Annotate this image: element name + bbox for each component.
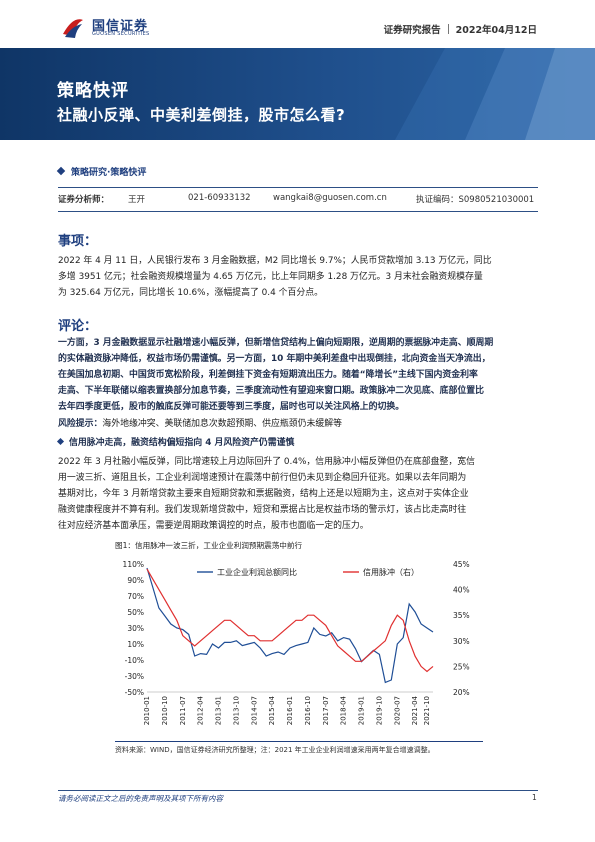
divider xyxy=(58,211,538,212)
x-tick-label: 2016-01 xyxy=(286,696,294,725)
y-right-tick-label: 30% xyxy=(453,637,470,646)
banner-decoration xyxy=(395,48,595,140)
y-left-tick-label: -30% xyxy=(125,672,144,681)
comment-body: 2022 年 3 月社融小幅反弹，同比增速较上月边际回升了 0.4%，信用脉冲小… xyxy=(58,454,540,534)
x-tick-label: 2014-07 xyxy=(250,696,258,725)
title-banner xyxy=(0,48,595,140)
analyst-info: 证券分析师： 王开 021-60933132 wangkai8@guosen.c… xyxy=(58,193,538,207)
y-left-tick-label: 50% xyxy=(127,608,144,617)
diamond-icon xyxy=(56,437,65,446)
y-left-tick-label: 90% xyxy=(127,576,144,585)
body-line: 用一波三折、道阻且长，工企业利润增速预计在震荡中前行但仍未见到企稳回升征兆。如果… xyxy=(58,473,467,483)
x-tick-label: 2021-10 xyxy=(423,696,431,725)
legend-label: 信用脉冲（右） xyxy=(363,567,419,577)
page-number: 1 xyxy=(532,793,537,802)
y-left-tick-label: -10% xyxy=(125,656,144,665)
report-title: 策略快评 xyxy=(57,81,129,101)
y-right-tick-label: 40% xyxy=(453,586,470,595)
report-meta: 证券研究报告 2022年04月12日 xyxy=(384,22,537,36)
x-tick-label: 2016-10 xyxy=(304,696,312,725)
logo-text-en: GUOSEN SECURITIES xyxy=(92,31,150,37)
y-left-tick-label: 10% xyxy=(127,640,144,649)
comment-summary: 一方面，3 月金融数据显示社融增速小幅反弹，但新增信贷结构上偏向短期限，逆周期的… xyxy=(58,335,540,415)
disclaimer-note: 请务必阅读正文之后的免责声明及其项下所有内容 xyxy=(58,794,223,803)
legend-label: 工业企业利润总额同比 xyxy=(217,567,297,577)
report-subtitle: 社融小反弹、中美利差倒挂，股市怎么看? xyxy=(57,106,346,124)
analyst-phone: 021-60933132 xyxy=(188,193,251,203)
x-tick-label: 2015-04 xyxy=(268,695,276,725)
summary-line: 的实体融资脉冲降低，权益市场仍需谨慎。另一方面，10 年期中美利差盘中出现倒挂，… xyxy=(58,354,491,364)
body-line: 往对应经济基本面承压，需要逆周期政策调控的时点，股市也面临一定的压力。 xyxy=(58,521,369,531)
x-tick-label: 2018-04 xyxy=(340,695,348,725)
logo-mark-icon xyxy=(63,19,83,38)
x-tick-label: 2019-10 xyxy=(375,696,383,725)
risk-note: 风险提示：海外地缘冲突、美联储加息次数超预期、供应瓶颈仍未缓解等 xyxy=(58,416,342,429)
series-line-credit-pulse xyxy=(146,568,434,673)
divider xyxy=(115,741,483,742)
breadcrumb-text: 策略研究·策略快评 xyxy=(71,168,147,178)
chart-caption: 图1：信用脉冲一波三折，工业企业利润预期震荡中前行 xyxy=(115,541,303,550)
events-heading: 事项： xyxy=(58,234,98,249)
report-date: 2022年04月12日 xyxy=(455,25,537,36)
y-right-tick-label: 20% xyxy=(453,688,470,697)
summary-line: 在美国加息初期、中国货币宽松阶段，利差倒挂下资金有短期流出压力。随着“降增长”主… xyxy=(58,370,478,380)
events-line: 多增 3951 亿元；社会融资规模增量为 4.65 万亿元，比上年同期多 1.2… xyxy=(58,272,483,282)
top-bar: 国信证券 GUOSEN SECURITIES 证券研究报告 2022年04月12日 xyxy=(0,0,595,48)
y-left-tick-label: 70% xyxy=(127,592,144,601)
summary-line: 走高、下半年联储以缩表置换部分加息节奏，三季度流动性有望迎来窗口期。政策脉冲二次… xyxy=(58,386,484,396)
analyst-email[interactable]: wangkai8@guosen.com.cn xyxy=(273,193,387,203)
divider xyxy=(447,24,449,34)
body-line: 2022 年 3 月社融小幅反弹，同比增速较上月边际回升了 0.4%，信用脉冲小… xyxy=(58,457,476,467)
x-tick-label: 2017-07 xyxy=(322,696,330,725)
divider xyxy=(58,187,538,188)
events-line: 2022 年 4 月 11 日，人民银行发布 3 月金融数据，M2 同比增长 9… xyxy=(58,256,492,266)
x-tick-label: 2013-01 xyxy=(215,696,223,725)
diamond-icon xyxy=(56,166,66,176)
summary-line: 去年四季度更低，股市的触底反弹可能还要等到三季度，届时也可以关注风格上的切换。 xyxy=(58,402,405,412)
x-tick-label: 2021-04 xyxy=(411,695,419,725)
analyst-cert: 执证编码：S0980521030001 xyxy=(416,195,535,205)
series-line-profit xyxy=(146,567,434,684)
y-right-tick-label: 45% xyxy=(453,560,470,569)
x-tick-label: 2020-07 xyxy=(393,696,401,725)
line-chart: 110% 90% 70% 50% 30% 10% -10% -30% -50% 45% 40% 35%… xyxy=(123,560,470,725)
analyst-name: 王开 xyxy=(128,195,146,205)
y-left-tick-label: 110% xyxy=(123,560,144,569)
breadcrumb: 策略研究·策略快评 xyxy=(56,165,147,178)
logo-text-cn: 国信证券 xyxy=(92,19,149,34)
x-tick-label: 2012-04 xyxy=(197,695,205,725)
divider xyxy=(58,790,538,791)
company-logo: 国信证券 GUOSEN SECURITIES xyxy=(60,14,170,40)
section-bullet: 信用脉冲走高，融资结构偏短指向 4 月风险资产仍需谨慎 xyxy=(56,435,295,448)
risk-label: 风险提示： xyxy=(58,419,103,429)
x-tick-label: 2010-01 xyxy=(143,696,151,725)
risk-text: 海外地缘冲突、美联储加息次数超预期、供应瓶颈仍未缓解等 xyxy=(102,419,342,429)
y-left-tick-label: -50% xyxy=(125,688,144,697)
x-tick-label: 2019-01 xyxy=(358,696,366,725)
x-tick-label: 2013-10 xyxy=(232,696,240,725)
events-line: 为 325.64 万亿元，同比增长 10.6%，涨幅提高了 0.4 个百分点。 xyxy=(58,288,323,298)
body-line: 融资健康程度并不算有利。我们发现新增贷款中，短贷和票据占比是权益市场的警示灯，该… xyxy=(58,505,467,515)
x-tick-label: 2011-07 xyxy=(179,696,187,725)
report-type: 证券研究报告 xyxy=(383,25,441,36)
x-tick-label: 2010-10 xyxy=(161,696,169,725)
analyst-role: 证券分析师： xyxy=(58,195,110,205)
body-line: 基期对比，今年 3 月新增贷款主要来自短期贷款和票据融资，结构上还是以短期为主，… xyxy=(58,489,469,499)
y-left-tick-label: 30% xyxy=(127,624,144,633)
events-paragraph: 2022 年 4 月 11 日，人民银行发布 3 月金融数据，M2 同比增长 9… xyxy=(58,253,540,301)
bullet-text: 信用脉冲走高，融资结构偏短指向 4 月风险资产仍需谨慎 xyxy=(69,438,295,448)
y-right-tick-label: 35% xyxy=(453,611,470,620)
chart-source: 资料来源：WIND，国信证券经济研究所整理；注：2021 年工业企业利润增速采用… xyxy=(115,746,435,754)
summary-line: 一方面，3 月金融数据显示社融增速小幅反弹，但新增信贷结构上偏向短期限，逆周期的… xyxy=(58,338,494,348)
y-right-tick-label: 25% xyxy=(453,662,470,671)
comment-heading: 评论： xyxy=(58,319,98,334)
